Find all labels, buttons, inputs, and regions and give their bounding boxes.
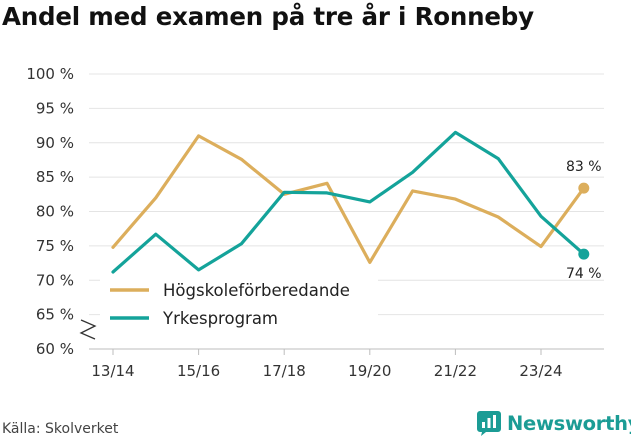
series-end-label: 74 % bbox=[566, 266, 602, 282]
brand-logo: Newsworthy bbox=[476, 408, 631, 438]
y-tick-label: 85 % bbox=[36, 168, 74, 186]
series-end-marker bbox=[578, 248, 590, 260]
legend-label: Högskoleförberedande bbox=[163, 281, 350, 300]
y-tick-label: 75 % bbox=[36, 237, 74, 255]
x-tick-label: 15/16 bbox=[177, 362, 220, 380]
series-end-label: 83 % bbox=[566, 159, 602, 175]
y-tick-label: 95 % bbox=[36, 99, 74, 117]
x-tick-label: 17/18 bbox=[263, 362, 306, 380]
y-tick-label: 80 % bbox=[36, 203, 74, 221]
series-end-marker bbox=[578, 182, 590, 194]
x-tick-label: 21/22 bbox=[434, 362, 477, 380]
x-axis-ticks: 13/14 15/16 17/18 19/20 21/22 23/24 bbox=[91, 349, 563, 380]
x-tick-label: 23/24 bbox=[519, 362, 562, 380]
y-tick-label: 90 % bbox=[36, 134, 74, 152]
y-axis-ticks: 60 % 65 % 70 % 75 % 80 % 85 % 90 % 95 % 100 % bbox=[26, 65, 74, 358]
y-tick-label: 60 % bbox=[36, 340, 74, 358]
x-tick-label: 19/20 bbox=[348, 362, 391, 380]
legend-label: Yrkesprogram bbox=[162, 309, 278, 328]
series-line-2 bbox=[111, 130, 586, 274]
x-tick-label: 13/14 bbox=[91, 362, 134, 380]
bar-chart-logo-icon bbox=[477, 411, 501, 436]
y-tick-label: 70 % bbox=[36, 271, 74, 289]
y-tick-label: 100 % bbox=[26, 65, 74, 83]
chart-title: Andel med examen på tre år i Ronneby bbox=[2, 2, 534, 31]
axis-break-mark bbox=[79, 319, 97, 340]
source-note: Källa: Skolverket bbox=[2, 421, 119, 437]
series-line-1 bbox=[111, 134, 586, 264]
legend-background bbox=[100, 275, 378, 337]
series-lines: 83 % 74 % bbox=[111, 130, 602, 282]
legend: Högskoleförberedande Yrkesprogram bbox=[100, 275, 378, 337]
axis-break-icon bbox=[79, 319, 97, 340]
y-tick-label: 65 % bbox=[36, 306, 74, 324]
brand-name: Newsworthy bbox=[507, 411, 631, 435]
